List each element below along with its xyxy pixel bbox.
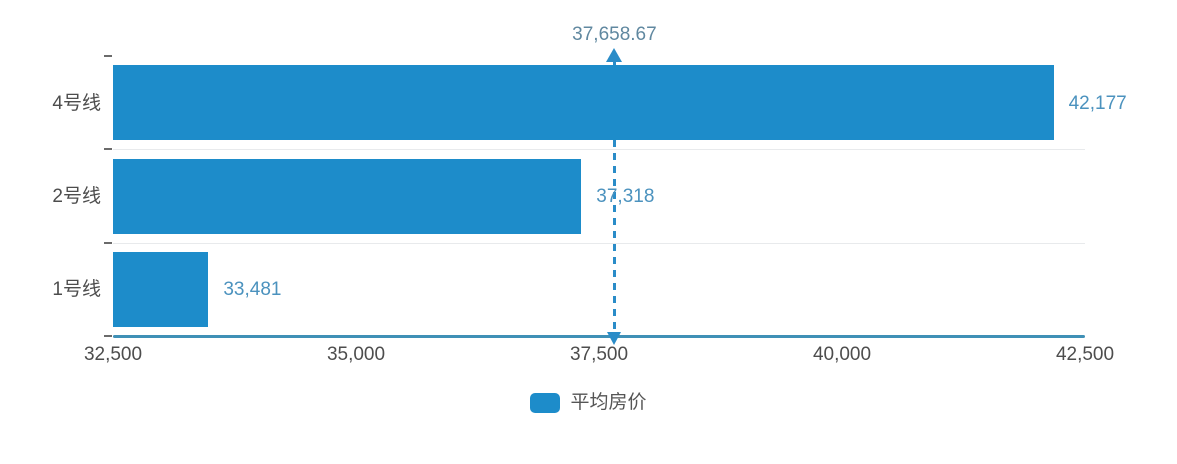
x-axis-tick-label: 42,500 [1055,344,1115,365]
x-axis-tick-label: 32,500 [83,344,143,365]
y-axis-category-label: 1号线 [52,279,101,301]
bar-2号线[interactable] [113,158,582,234]
y-axis-tick [104,241,112,244]
category-split-line [113,242,1085,244]
y-axis-tick [104,55,112,57]
y-axis-tick [104,148,112,151]
y-axis-category-label: 4号线 [52,92,101,114]
category-split-line [113,149,1085,151]
x-axis-line [113,335,1085,338]
x-axis-tick-label: 35,000 [326,344,386,365]
average-markline [612,62,616,336]
bar-1号线[interactable] [113,251,209,327]
bar-4号线[interactable] [113,65,1054,141]
y-axis-tick [104,335,112,337]
legend-swatch-icon [530,393,561,413]
x-axis-tick-label: 40,000 [812,344,872,365]
x-axis-tick-label: 37,500 [569,344,629,365]
legend-label: 平均房价 [570,392,647,413]
average-line-label: 37,658.67 [572,24,657,45]
markline-top-arrow-icon [606,48,623,62]
legend-item-average-price[interactable]: 平均房价 [0,393,1177,413]
y-axis-category-label: 2号线 [52,186,101,207]
bar-value-label: 33,481 [223,279,282,301]
markline-bottom-arrow-icon [607,332,622,345]
bar-value-label: 37,318 [596,186,655,207]
bar-value-label: 42,177 [1068,92,1127,114]
